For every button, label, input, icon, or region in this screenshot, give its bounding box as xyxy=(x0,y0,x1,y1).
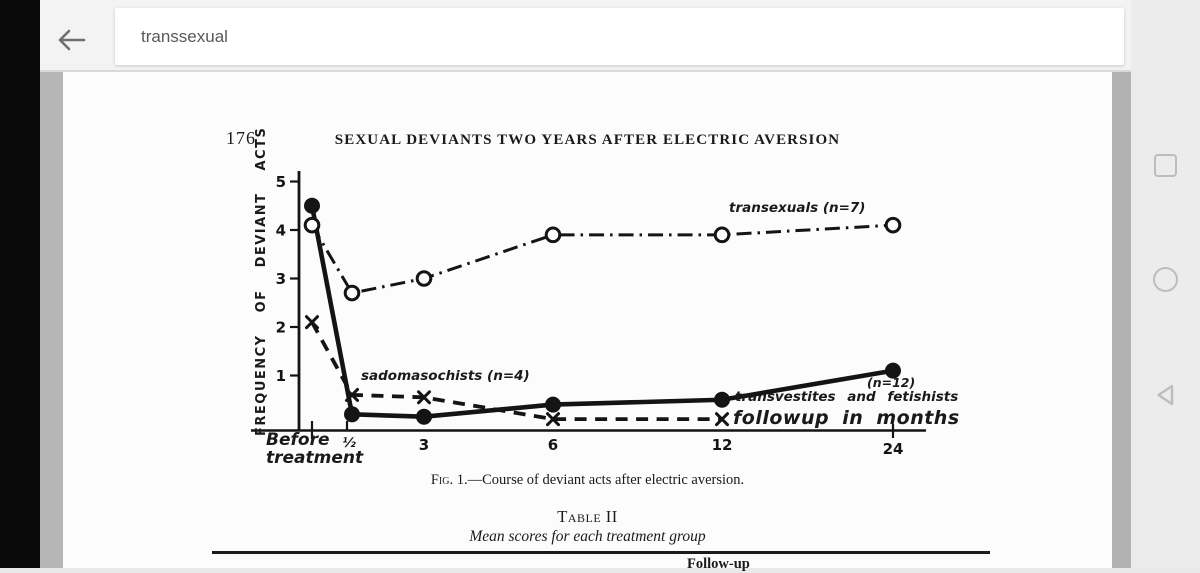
before-line1: Before xyxy=(266,430,330,450)
document-scrollbar[interactable] xyxy=(1112,72,1131,568)
android-nav-bar xyxy=(1131,0,1200,568)
clipped-table-header: Follow-up xyxy=(687,556,750,572)
x-tick-before-treatment: Before treatment xyxy=(266,430,364,468)
figure-caption-text: —Course of deviant acts after electric a… xyxy=(467,472,745,488)
recents-square-icon[interactable] xyxy=(1154,154,1177,177)
page-number: 176 xyxy=(226,128,256,148)
series-label-transsexuals: transexuals (n=7) xyxy=(729,200,866,216)
page-left-gutter xyxy=(40,72,63,568)
back-arrow-icon[interactable] xyxy=(56,27,86,53)
before-line2: treatment xyxy=(266,447,364,468)
back-triangle-icon[interactable] xyxy=(1153,382,1177,408)
x-axis-label: followup in months xyxy=(733,407,960,429)
series-label-sadomasochists: sadomasochists (n=4) xyxy=(361,368,530,384)
search-bar xyxy=(115,8,1124,65)
figure-caption-prefix: Fig. 1. xyxy=(430,472,468,488)
search-input[interactable] xyxy=(115,8,1124,65)
running-head-title: SEXUAL DEVIANTS TWO YEARS AFTER ELECTRIC… xyxy=(334,132,841,148)
home-circle-icon[interactable] xyxy=(1153,267,1178,292)
table-title: Table II xyxy=(557,507,618,526)
y-axis-label: FREQUENCY OF DEVIANT ACTS xyxy=(254,126,269,436)
series-label-transvestites: transvestites and fetishists xyxy=(735,389,959,405)
figure-caption: Fig. 1.—Course of deviant acts after ele… xyxy=(63,472,1112,489)
series-n-label-transvestites: (n=12) xyxy=(867,375,916,390)
left-black-bezel xyxy=(0,0,40,568)
table-subtitle: Mean scores for each treatment group xyxy=(469,528,706,545)
table-rule xyxy=(212,551,990,554)
